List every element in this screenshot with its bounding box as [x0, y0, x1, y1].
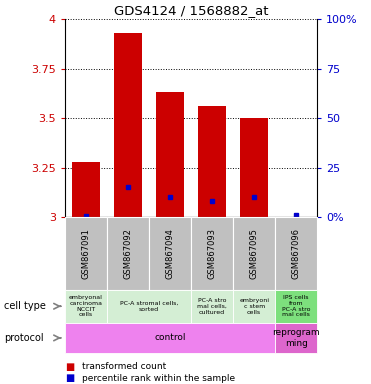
Text: GSM867094: GSM867094 [165, 228, 174, 279]
Bar [72, 162, 99, 217]
Text: protocol: protocol [4, 333, 43, 343]
Text: cell type: cell type [4, 301, 46, 311]
Text: control: control [154, 333, 186, 343]
Text: transformed count: transformed count [82, 362, 166, 371]
Title: GDS4124 / 1568882_at: GDS4124 / 1568882_at [114, 3, 268, 17]
Text: reprogram
ming: reprogram ming [272, 328, 320, 348]
Bar [198, 106, 226, 217]
Text: GSM867096: GSM867096 [292, 228, 301, 279]
Text: percentile rank within the sample: percentile rank within the sample [82, 374, 235, 383]
Text: GSM867093: GSM867093 [208, 228, 217, 279]
Text: ■: ■ [65, 362, 74, 372]
Text: GSM867095: GSM867095 [250, 228, 259, 279]
Text: ■: ■ [65, 373, 74, 383]
Text: PC-A stromal cells,
sorted: PC-A stromal cells, sorted [120, 301, 178, 312]
Bar [156, 93, 184, 217]
Bar [240, 118, 268, 217]
Text: GSM867091: GSM867091 [82, 228, 91, 279]
Bar [114, 33, 142, 217]
Text: GSM867092: GSM867092 [124, 228, 132, 279]
Text: embryonal
carcinoma
NCCIT
cells: embryonal carcinoma NCCIT cells [69, 295, 103, 318]
Text: PC-A stro
mal cells,
cultured: PC-A stro mal cells, cultured [197, 298, 227, 314]
Text: embryoni
c stem
cells: embryoni c stem cells [239, 298, 269, 314]
Text: IPS cells
from
PC-A stro
mal cells: IPS cells from PC-A stro mal cells [282, 295, 311, 318]
